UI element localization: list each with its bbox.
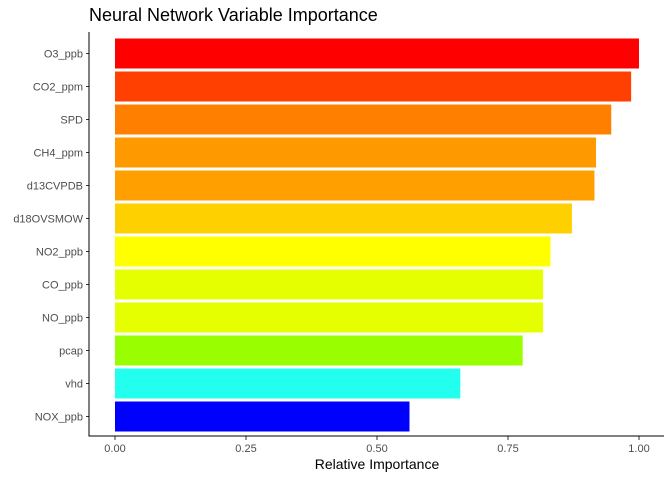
y-tick-label: CH4_ppm <box>33 148 83 160</box>
bar-ch4-ppm <box>115 137 597 168</box>
y-tick-label: CO2_ppm <box>33 82 83 94</box>
x-tick-label: 0.75 <box>497 443 518 455</box>
chart-title: Neural Network Variable Importance <box>89 5 378 25</box>
bar-d13cvpdb <box>115 170 595 201</box>
y-tick-label: NO2_ppb <box>36 247 83 259</box>
y-tick-label: SPD <box>60 115 83 127</box>
y-tick-label: NO_ppb <box>42 313 83 325</box>
bar-co-ppb <box>115 269 544 300</box>
x-axis-label: Relative Importance <box>315 456 440 472</box>
bar-vhd <box>115 368 461 399</box>
bar-no-ppb <box>115 302 544 333</box>
y-tick-labels: O3_ppb CO2_ppm SPD CH4_ppm d13CVPDB d18OVSMOW… <box>13 49 89 424</box>
y-tick-label: CO_ppb <box>42 280 83 292</box>
x-tick-label: 0.25 <box>235 443 256 455</box>
x-tick-label: 1.00 <box>628 443 649 455</box>
bar-co2-ppm <box>115 71 632 102</box>
y-tick-label: pcap <box>59 346 83 358</box>
bar-no2-ppb <box>115 236 551 267</box>
x-ticks: 0.00 0.25 0.50 0.75 1.00 <box>104 436 650 455</box>
bar-pcap <box>115 335 523 366</box>
bar-spd <box>115 104 612 135</box>
bar-o3-ppb <box>115 38 639 69</box>
y-tick-label: d18OVSMOW <box>13 214 83 226</box>
x-tick-label: 0.50 <box>366 443 387 455</box>
bars-group <box>115 38 639 432</box>
y-tick-label: O3_ppb <box>44 49 83 61</box>
bar-d18ovsmow <box>115 203 572 234</box>
bar-nox-ppb <box>115 401 410 432</box>
y-tick-label: vhd <box>65 379 83 391</box>
y-tick-label: d13CVPDB <box>27 181 83 193</box>
x-tick-label: 0.00 <box>104 443 125 455</box>
y-tick-label: NOX_ppb <box>35 412 83 424</box>
